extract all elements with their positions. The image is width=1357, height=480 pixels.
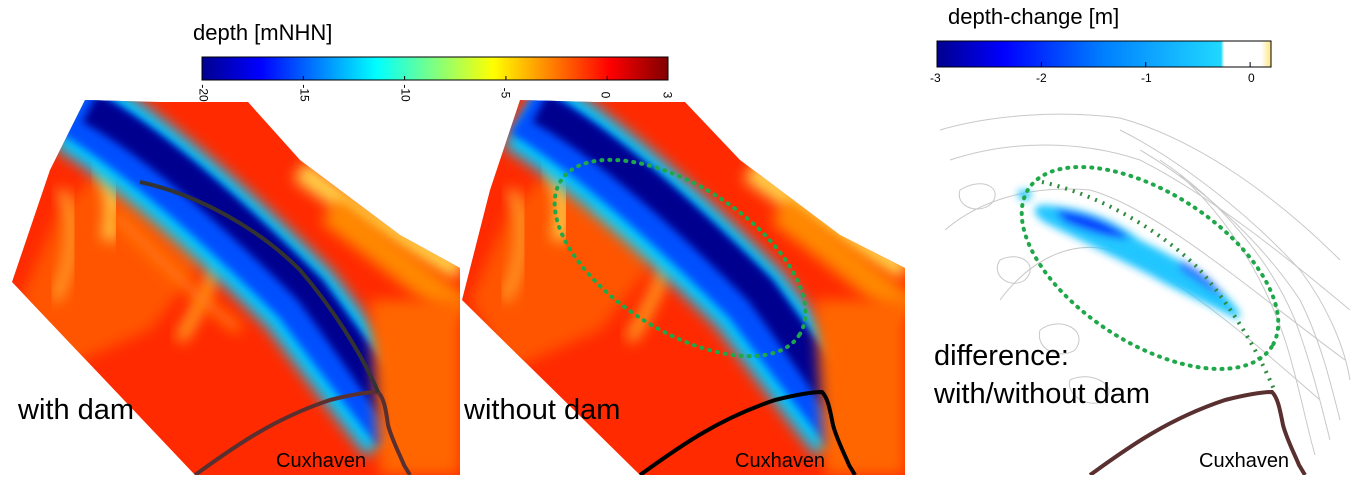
depth-colorbar: [201, 56, 669, 81]
depth-tick-label: -20: [196, 84, 211, 102]
bathymetry-map-without-dam: [462, 100, 905, 475]
coastline-b: [638, 389, 857, 477]
change-colorbar: [936, 40, 1272, 68]
change-colorbar-title: depth-change [m]: [948, 4, 1120, 29]
depth-colorbar-title: depth [mNHN]: [193, 20, 333, 45]
depth-tick-label: -15: [297, 84, 312, 102]
dam-area-ellipse-c: [1019, 165, 1281, 371]
city-label: Cuxhaven: [276, 450, 367, 472]
dam-area-ellipse-b: [552, 157, 808, 359]
change-tick-label: -1: [1141, 71, 1152, 85]
city-label: Cuxhaven: [1199, 450, 1290, 472]
panel-label-without-dam: without dam: [464, 394, 621, 426]
depth-tick-label: -10: [398, 84, 413, 102]
dam-line-c: [1041, 180, 1277, 393]
depth-tick-label: -5: [498, 87, 513, 99]
coastline-c: [1088, 389, 1307, 477]
dam-line-a: [139, 180, 380, 393]
difference-map: [939, 113, 1351, 456]
change-tick-label: -2: [1036, 71, 1047, 85]
panel-label-difference-line2: with/without dam: [934, 378, 1150, 410]
depth-tick-label: 0: [598, 91, 613, 99]
panel-label-with-dam: with dam: [18, 394, 135, 426]
change-tick-label: 0: [1248, 71, 1255, 85]
panel-label-difference-line1: difference:: [934, 340, 1069, 372]
coastline-a: [193, 389, 412, 477]
city-label: Cuxhaven: [735, 450, 826, 472]
depth-tick-label: 3: [660, 91, 675, 99]
change-tick-label: -3: [930, 71, 941, 85]
